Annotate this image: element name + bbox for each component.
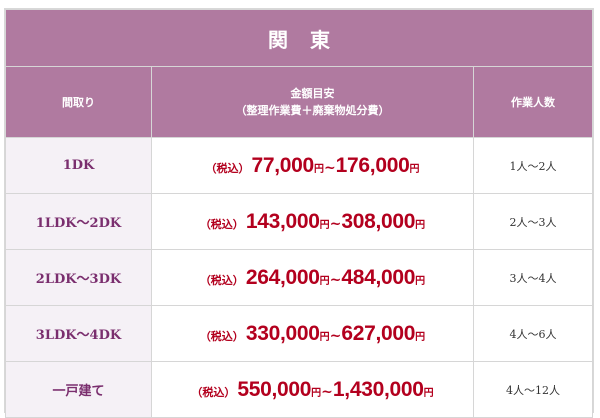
tax-label: （税込） <box>205 161 250 175</box>
price-min: 550,000 <box>237 377 312 401</box>
room-type: 2LDK～3DK <box>5 249 152 306</box>
header-price-subtitle: （整理作業費＋廃棄物処分費） <box>235 104 390 117</box>
staff-count: 2人～3人 <box>473 193 593 250</box>
price-table-container: 関東 間取り 金額目安 （整理作業費＋廃棄物処分費） 作業人数 1DK （税込）… <box>4 8 594 418</box>
yen-unit: 円 <box>319 331 330 343</box>
price-max: 308,000 <box>341 209 416 233</box>
tax-label: （税込） <box>191 385 236 399</box>
tax-label: （税込） <box>199 329 244 343</box>
price-min: 264,000 <box>245 265 320 289</box>
yen-unit: 円 <box>415 275 426 287</box>
price-range: （税込）264,000円~484,000円 <box>151 249 474 306</box>
header-price-title: 金額目安 <box>290 87 335 100</box>
tax-label: （税込） <box>199 217 244 231</box>
range-tilde: ~ <box>321 383 333 400</box>
yen-unit: 円 <box>423 387 434 399</box>
price-range: （税込）77,000円~176,000円 <box>151 137 474 194</box>
range-tilde: ~ <box>323 159 336 176</box>
price-range: （税込）330,000円~627,000円 <box>151 305 474 362</box>
yen-unit: 円 <box>311 387 322 399</box>
yen-unit: 円 <box>319 219 330 231</box>
room-type: 1DK <box>5 137 152 194</box>
room-type: 3LDK～4DK <box>5 305 152 362</box>
staff-count: 4人～6人 <box>473 305 593 362</box>
price-min: 143,000 <box>245 209 320 233</box>
yen-unit: 円 <box>415 219 426 231</box>
price-min: 77,000 <box>251 153 315 177</box>
yen-unit: 円 <box>415 331 426 343</box>
header-staff: 作業人数 <box>473 66 593 138</box>
range-tilde: ~ <box>329 215 342 232</box>
table-row: 3LDK～4DK （税込）330,000円~627,000円 4人～6人 <box>5 305 593 362</box>
staff-count: 4人～12人 <box>473 361 593 418</box>
header-room: 間取り <box>5 66 152 138</box>
header-price: 金額目安 （整理作業費＋廃棄物処分費） <box>151 66 474 138</box>
price-max: 484,000 <box>341 265 416 289</box>
room-type: 一戸建て <box>5 361 152 418</box>
price-range: （税込）143,000円~308,000円 <box>151 193 474 250</box>
price-max: 176,000 <box>335 153 410 177</box>
room-type: 1LDK～2DK <box>5 193 152 250</box>
price-min: 330,000 <box>245 321 320 345</box>
staff-count: 1人～2人 <box>473 137 593 194</box>
price-table: 関東 間取り 金額目安 （整理作業費＋廃棄物処分費） 作業人数 1DK （税込）… <box>5 9 593 418</box>
yen-unit: 円 <box>313 163 324 175</box>
table-row: 一戸建て （税込）550,000円~1,430,000円 4人～12人 <box>5 361 593 418</box>
yen-unit: 円 <box>409 163 420 175</box>
region-title: 関東 <box>5 9 593 67</box>
table-row: 1DK （税込）77,000円~176,000円 1人～2人 <box>5 137 593 194</box>
range-tilde: ~ <box>329 327 342 344</box>
yen-unit: 円 <box>319 275 330 287</box>
table-row: 2LDK～3DK （税込）264,000円~484,000円 3人～4人 <box>5 249 593 306</box>
price-max: 1,430,000 <box>332 377 424 401</box>
staff-count: 3人～4人 <box>473 249 593 306</box>
range-tilde: ~ <box>329 271 342 288</box>
price-max: 627,000 <box>341 321 416 345</box>
table-row: 1LDK～2DK （税込）143,000円~308,000円 2人～3人 <box>5 193 593 250</box>
tax-label: （税込） <box>199 273 244 287</box>
price-range: （税込）550,000円~1,430,000円 <box>151 361 474 418</box>
